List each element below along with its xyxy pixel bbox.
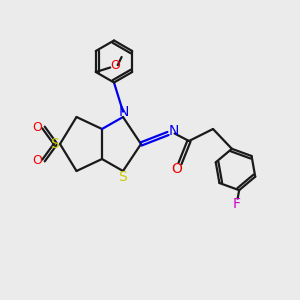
Text: O: O xyxy=(111,59,121,73)
Text: N: N xyxy=(169,124,179,138)
Text: N: N xyxy=(118,106,129,119)
Text: S: S xyxy=(50,137,59,151)
Text: O: O xyxy=(33,154,42,167)
Text: S: S xyxy=(118,170,127,184)
Text: O: O xyxy=(33,121,42,134)
Text: O: O xyxy=(172,162,182,176)
Text: F: F xyxy=(233,197,241,211)
